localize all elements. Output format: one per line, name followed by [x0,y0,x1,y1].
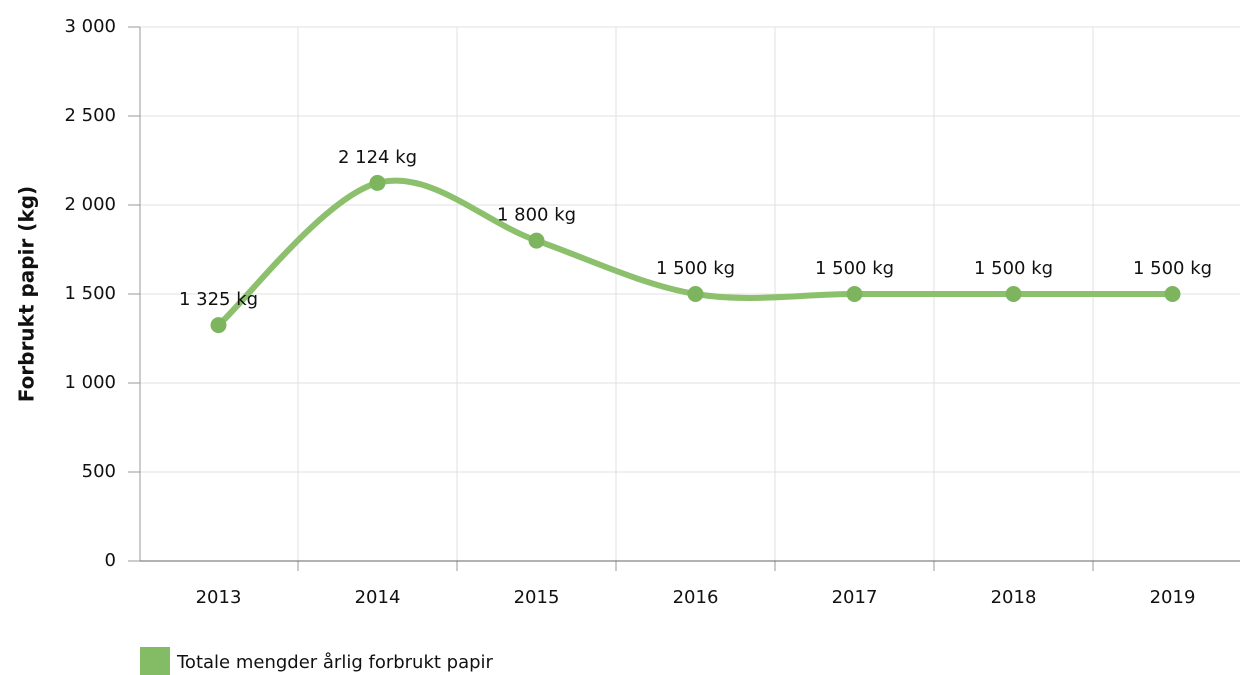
x-tick-label: 2017 [832,587,878,608]
data-label: 1 500 kg [656,258,735,279]
x-tick-label: 2014 [355,587,401,608]
data-label: 2 124 kg [338,147,417,168]
x-tick-label: 2015 [514,587,560,608]
y-tick-label: 0 [105,550,116,571]
point [687,286,704,302]
x-tick-label: 2019 [1150,587,1196,608]
legend-label: Totale mengder årlig forbrukt papir [176,652,494,673]
point [528,232,545,249]
y-tick-label: 500 [82,461,116,482]
point [1005,286,1022,302]
y-tick-label: 1 500 [64,283,116,304]
point [1164,286,1181,302]
data-label: 1 500 kg [974,258,1053,279]
y-axis-title: Forbrukt papir (kg) [15,186,39,402]
x-tick-label: 2018 [991,587,1037,608]
data-label: 1 800 kg [497,205,576,226]
y-tick-label: 2 500 [64,105,116,126]
y-tick-label: 3 000 [64,16,116,37]
data-label: 1 500 kg [815,258,894,279]
line [215,177,1176,329]
data-label: 1 500 kg [1133,258,1212,279]
data-label: 1 325 kg [179,289,258,310]
y-tick-label: 2 000 [64,194,116,215]
y-tick-label: 1 000 [64,372,116,393]
x-tick-label: 2016 [673,587,719,608]
legend-swatch [140,647,170,675]
point [369,174,386,191]
point [846,286,863,302]
point [210,317,227,334]
x-tick-label: 2013 [196,587,242,608]
